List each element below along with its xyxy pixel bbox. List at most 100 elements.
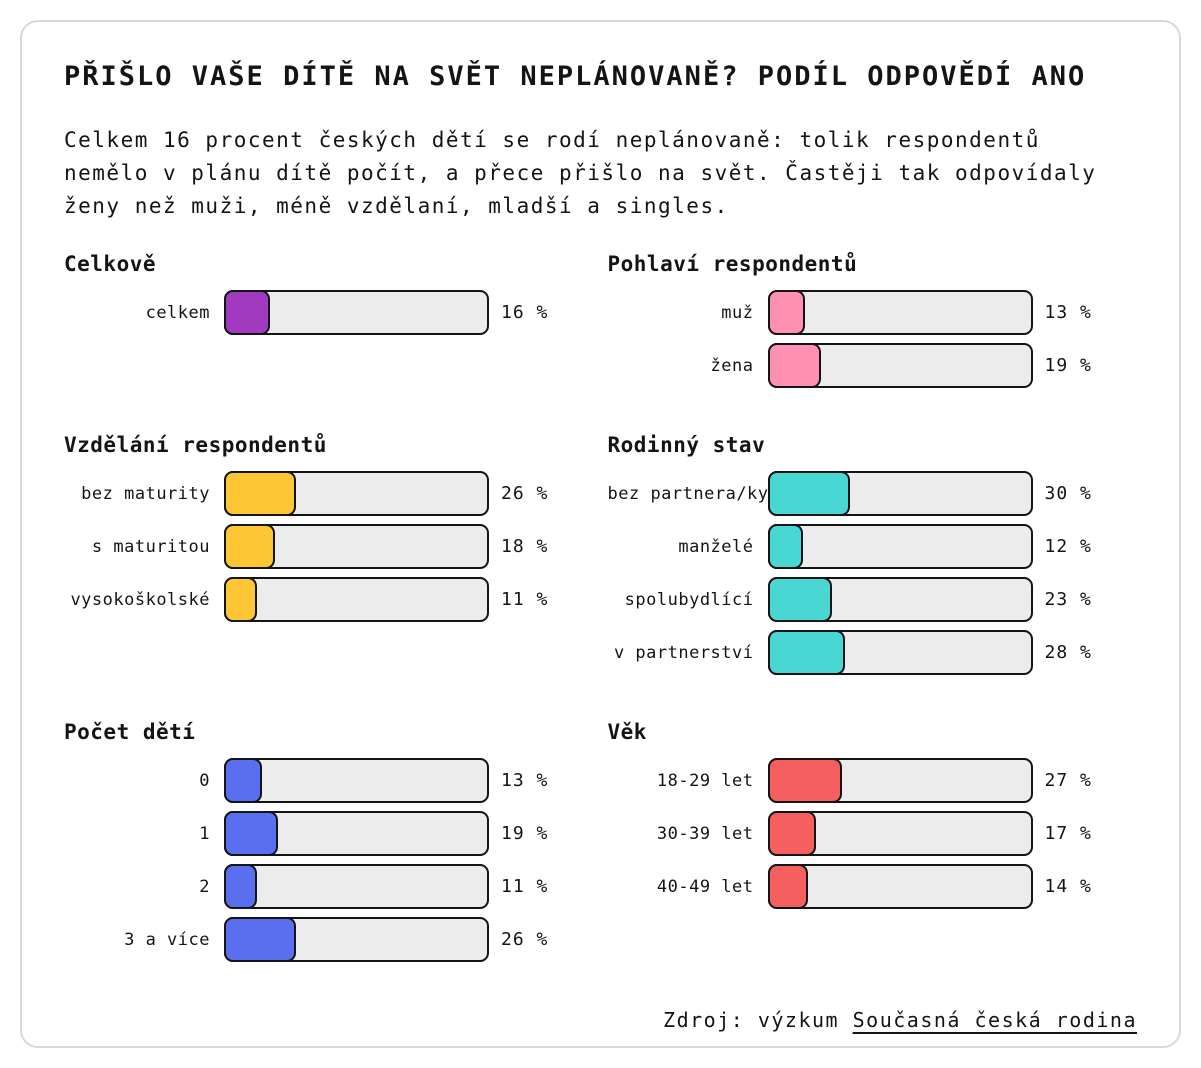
bar-label: 2 [199, 876, 210, 897]
source-link[interactable]: Současná česká rodina [852, 1008, 1137, 1032]
section-title: Věk [607, 720, 647, 744]
bar-row: 2 11 % [64, 864, 594, 909]
bar-label: bez maturity [81, 483, 210, 504]
bar-track [224, 811, 489, 856]
bar-row: celkem 16 % [64, 290, 594, 335]
bar-value: 12 % [1044, 536, 1092, 557]
bar-row: žena 19 % [608, 343, 1138, 388]
bar-track [224, 758, 489, 803]
bar-value: 19 % [501, 823, 549, 844]
bar-label: bez partnera/ky [607, 483, 769, 504]
bar-fill [767, 758, 842, 803]
bar-row: spolubydlící 23 % [608, 577, 1138, 622]
bar-track [224, 524, 489, 569]
bar-value: 14 % [1044, 876, 1092, 897]
bar-value: 26 % [501, 929, 549, 950]
bar-track [224, 290, 489, 335]
infographic-card: PŘIŠLO VAŠE DÍTĚ NA SVĚT NEPLÁNOVANĚ? PO… [20, 20, 1181, 1048]
bar-track [767, 811, 1033, 856]
source-line: Zdroj: výzkum Současná česká rodina [64, 1008, 1137, 1032]
bar-label: 0 [199, 770, 210, 791]
bar-fill [224, 864, 257, 909]
bar-track [224, 577, 489, 622]
bar-value: 27 % [1044, 770, 1092, 791]
bar-label: muž [721, 302, 754, 323]
bar-fill [767, 290, 806, 335]
bar-value: 19 % [1044, 355, 1092, 376]
bar-track [767, 758, 1033, 803]
page-title: PŘIŠLO VAŠE DÍTĚ NA SVĚT NEPLÁNOVANĚ? PO… [64, 61, 1087, 92]
bar-value: 13 % [501, 770, 549, 791]
bar-label: s maturitou [91, 536, 210, 557]
chart-section: Pohlaví respondentů muž 13 % žena 19 % [608, 251, 1138, 396]
bar-value: 13 % [1044, 302, 1092, 323]
bar-value: 18 % [501, 536, 549, 557]
bar-value: 30 % [1044, 483, 1092, 504]
bar-row: 30-39 let 17 % [608, 811, 1138, 856]
bar-label: 30-39 let [656, 823, 754, 844]
bar-label: 18-29 let [656, 770, 754, 791]
subtitle: Celkem 16 procent českých dětí se rodí n… [64, 128, 1097, 218]
source-prefix: Zdroj: výzkum [663, 1008, 853, 1032]
bar-fill [767, 343, 822, 388]
section-title: Celkově [64, 252, 157, 276]
bar-fill [767, 811, 816, 856]
bar-row: bez partnera/ky 30 % [608, 471, 1138, 516]
chart-section: Vzdělání respondentů bez maturity 26 % s ma… [64, 432, 594, 630]
bar-label: vysokoškolské [70, 589, 210, 610]
section-title: Rodinný stav [607, 433, 766, 457]
bar-value: 28 % [1044, 642, 1092, 663]
bar-value: 26 % [501, 483, 549, 504]
bar-row: 18-29 let 27 % [608, 758, 1138, 803]
bar-label: spolubydlící [624, 589, 754, 610]
bar-row: s maturitou 18 % [64, 524, 594, 569]
bar-track [767, 343, 1033, 388]
bar-row: manželé 12 % [608, 524, 1138, 569]
bar-track [767, 630, 1033, 675]
bar-row: 3 a více 26 % [64, 917, 594, 962]
bar-value: 11 % [501, 589, 549, 610]
bar-fill [224, 290, 270, 335]
bar-label: 40-49 let [656, 876, 754, 897]
bar-fill [224, 917, 296, 962]
bar-label: 3 a více [124, 929, 210, 950]
bar-fill [767, 471, 850, 516]
bar-fill [767, 524, 803, 569]
bar-label: celkem [145, 302, 210, 323]
bar-label: žena [710, 355, 754, 376]
bar-fill [767, 864, 809, 909]
bar-value: 11 % [501, 876, 549, 897]
chart-grid: Celkově celkem 16 % Pohlaví respondentů muž 1… [64, 251, 1137, 970]
bar-label: 1 [199, 823, 210, 844]
bar-value: 16 % [501, 302, 549, 323]
chart-section: Celkově celkem 16 % [64, 251, 594, 343]
bar-track [767, 577, 1033, 622]
bar-fill [767, 577, 832, 622]
bar-row: muž 13 % [608, 290, 1138, 335]
bar-value: 23 % [1044, 589, 1092, 610]
bar-track [224, 471, 489, 516]
bar-track [224, 917, 489, 962]
bar-label: manželé [678, 536, 754, 557]
bar-value: 17 % [1044, 823, 1092, 844]
chart-section: Počet dětí 0 13 % 1 19 % 2 11 % 3 a více 26 % [64, 719, 594, 970]
bar-track [224, 864, 489, 909]
bar-row: 40-49 let 14 % [608, 864, 1138, 909]
bar-row: 1 19 % [64, 811, 594, 856]
chart-section: Věk 18-29 let 27 % 30-39 let 17 % 40-49 let 14… [608, 719, 1138, 917]
bar-fill [767, 630, 845, 675]
bar-track [767, 524, 1033, 569]
section-title: Pohlaví respondentů [607, 252, 858, 276]
section-title: Počet dětí [64, 720, 196, 744]
bar-label: v partnerství [613, 642, 754, 663]
bar-track [767, 290, 1033, 335]
bar-row: v partnerství 28 % [608, 630, 1138, 675]
bar-fill [224, 577, 257, 622]
bar-fill [224, 811, 278, 856]
bar-row: vysokoškolské 11 % [64, 577, 594, 622]
bar-fill [224, 524, 275, 569]
bar-track [767, 864, 1033, 909]
section-title: Vzdělání respondentů [64, 433, 327, 457]
bar-row: 0 13 % [64, 758, 594, 803]
bar-track [767, 471, 1033, 516]
